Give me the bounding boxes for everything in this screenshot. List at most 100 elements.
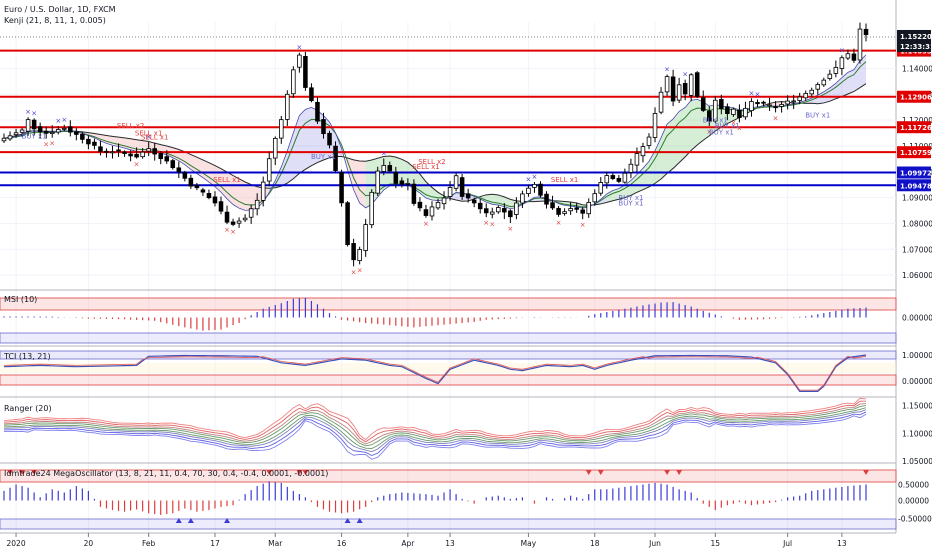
candle-body [423,209,429,216]
candle-body [411,183,417,204]
mega-lower-band [0,518,897,530]
tci-signal-line [3,355,867,391]
candle-body [19,129,25,133]
candle-body [345,202,350,246]
level-tag [897,166,931,179]
candle-body [761,101,766,104]
candle-body [200,189,206,193]
candle-body [417,201,423,209]
candle-body [538,183,543,196]
signal-label: BUY x1 [715,122,740,130]
right-price-axis[interactable]: 1.140001.130001.120001.110001.100001.090… [897,29,932,524]
candle-body [74,131,79,135]
price-pane[interactable]: × ×× ×× ×××× ××× ××× × ××× ×× ××××××× ×××BUY x1SEL… [0,22,896,277]
price-tick-label: 1.09000 [902,194,932,203]
swing-low-marker: × [489,220,495,228]
time-tick-label: Apr [401,539,415,548]
swing-low-marker: × [351,268,357,276]
candle-body [375,170,381,194]
swing-high-marker: × [31,109,37,117]
cloud-segment [685,100,692,157]
candle-body [333,145,338,171]
candle-body [285,93,290,120]
candle-body [254,199,260,210]
candle-body [122,151,127,154]
level-tag [897,90,931,103]
candle-body [544,193,549,205]
candle-body [586,202,591,215]
candle-body [170,160,176,169]
msi-pane[interactable]: MSI (10) [0,295,897,344]
swing-low-marker: × [423,220,429,228]
candle-body [128,153,133,157]
candle-body [526,187,531,194]
swing-high-marker: × [532,173,538,181]
signal-label: SELL x1 [135,130,163,138]
candle-body [393,172,399,184]
tci-pane[interactable]: TCI (13, 21) [0,350,897,392]
mega-sell-marker [19,470,26,475]
mega-upper-band [0,469,897,483]
candle-body [628,163,634,173]
signal-label: BUY x1 [618,194,643,202]
candle-body [447,187,453,197]
candle-body [315,101,320,122]
level-tag-label: 1.12906 [900,94,932,102]
candle-body [598,182,604,194]
ranger-band-line [3,407,867,449]
candle-body [791,100,796,103]
candle-body [218,201,224,212]
time-axis[interactable]: 2020 20 Feb 17 Mar 16 Apr 13 May 18 Jun 15 Jul 13 [7,533,847,548]
candle-body [260,181,266,201]
candle-body [158,153,163,160]
candle-body [339,172,344,204]
candle-body [279,119,284,139]
cloud-segment [112,136,119,147]
candle-body [152,148,157,155]
mega-sell-marker [664,470,671,475]
candle-body [821,79,827,86]
swing-low-marker: × [43,141,49,149]
candle-body [719,99,724,110]
cloud-segment [299,109,306,174]
candle-body [230,221,236,225]
mega-sell-marker [597,470,604,475]
swing-high-marker: × [381,149,387,157]
mega-sell-marker [585,470,592,475]
cloud-segment [407,162,414,189]
candle-body [363,224,368,251]
ranger-band-line [3,411,867,456]
candle-body [25,119,31,132]
mega-sell-marker [7,470,14,475]
mega-sell-marker [31,470,38,475]
candle-body [616,177,622,182]
candle-body [182,172,188,179]
time-tick-label: Mar [268,539,283,548]
candle-body [785,100,790,105]
candle-body [62,127,67,130]
candle-body [188,177,194,187]
candle-body [483,208,489,214]
time-tick-label: 15 [711,539,721,548]
time-tick-label: 13 [445,539,455,548]
candle-body [682,83,688,95]
cloud-segment [642,161,649,190]
level-tag [897,121,931,134]
time-tick-label: 17 [210,539,220,548]
time-tick-label: 16 [337,539,347,548]
megaoscillator-pane[interactable]: Idmtrade24 MegaOscillator (13, 8, 21, 11… [0,469,897,530]
candle-body [833,67,839,74]
candle-body [212,196,218,204]
candle-body [465,193,471,199]
mega-sell-marker [296,470,303,475]
mega-buy-marker [224,518,231,523]
candle-body [351,243,356,261]
signal-label: BUY x1 [618,199,643,207]
tci-line [3,354,867,392]
ranger-band-line [3,404,867,447]
candle-body [845,53,851,59]
candle-body [502,208,507,213]
candle-body [266,158,272,182]
ranger-pane[interactable]: Ranger (20) [3,397,867,460]
